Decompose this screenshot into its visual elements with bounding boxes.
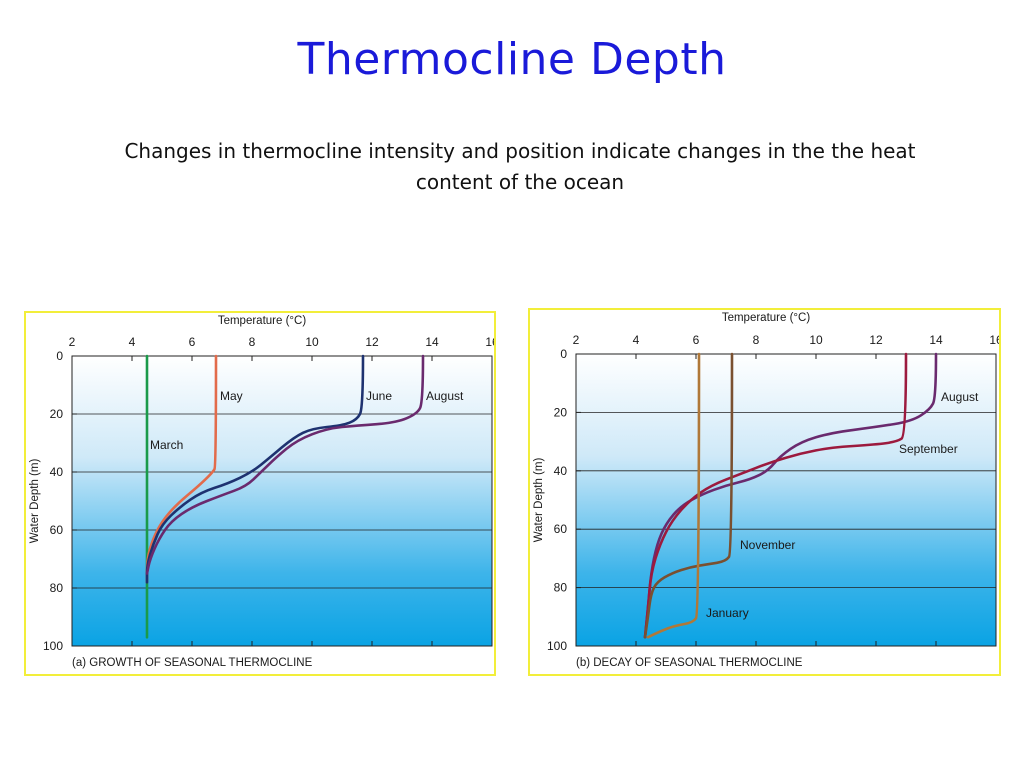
series-line-september xyxy=(643,352,908,639)
series-label-january: January xyxy=(706,606,749,620)
plot-area-water xyxy=(576,354,996,646)
y-tick-label-80: 80 xyxy=(554,581,568,595)
series-label-march: March xyxy=(150,438,183,452)
x-tick-label-4: 4 xyxy=(129,335,136,349)
series-label-august: August xyxy=(941,390,979,404)
y-tick-label-40: 40 xyxy=(554,464,568,478)
series-label-june: June xyxy=(366,389,392,403)
y-tick-label-80: 80 xyxy=(50,581,64,595)
y-tick-label-100: 100 xyxy=(547,639,567,653)
page-subtitle: Changes in thermocline intensity and pos… xyxy=(124,139,916,194)
chart-caption: (a) GROWTH OF SEASONAL THERMOCLINE xyxy=(72,657,313,669)
y-tick-label-60: 60 xyxy=(554,522,568,536)
y-tick-label-40: 40 xyxy=(50,465,64,479)
x-tick-label-14: 14 xyxy=(929,333,943,347)
x-tick-label-2: 2 xyxy=(573,333,580,347)
y-tick-label-0: 0 xyxy=(56,349,63,363)
x-tick-label-16: 16 xyxy=(485,335,494,349)
x-tick-label-4: 4 xyxy=(633,333,640,347)
plot-frame xyxy=(71,355,493,647)
x-tick-label-2: 2 xyxy=(69,335,76,349)
page-title: Thermocline Depth xyxy=(297,34,727,85)
series-line-january xyxy=(646,352,701,639)
x-tick-label-8: 8 xyxy=(249,335,256,349)
series-label-november: November xyxy=(740,538,795,552)
x-axis-title: Temperature (°C) xyxy=(722,312,810,324)
series-label-august: August xyxy=(426,389,464,403)
series-label-may: May xyxy=(220,389,243,403)
x-tick-label-10: 10 xyxy=(305,335,319,349)
chart-caption: (b) DECAY OF SEASONAL THERMOCLINE xyxy=(576,657,803,669)
y-tick-label-20: 20 xyxy=(50,407,64,421)
y-tick-label-20: 20 xyxy=(554,405,568,419)
y-tick-label-60: 60 xyxy=(50,523,64,537)
chart-growth-seasonal-thermocline: 2 4 6 8 10 12 14 16 0 20 40 60 80 100 Temperature (°C)… xyxy=(29,315,494,669)
series-line-november xyxy=(643,352,734,639)
chart-panel-decay: 2 4 6 8 10 12 14 16 0 20 40 60 80 100 Temperature (°C)… xyxy=(528,308,1001,676)
x-tick-label-12: 12 xyxy=(365,335,379,349)
x-tick-label-8: 8 xyxy=(753,333,760,347)
chart-decay-seasonal-thermocline: 2 4 6 8 10 12 14 16 0 20 40 60 80 100 Temperature (°C)… xyxy=(533,312,999,669)
y-axis-title: Water Depth (m) xyxy=(533,458,545,543)
x-tick-label-16: 16 xyxy=(989,333,999,347)
y-tick-label-0: 0 xyxy=(560,347,567,361)
x-tick-label-10: 10 xyxy=(809,333,823,347)
y-axis-title: Water Depth (m) xyxy=(29,459,41,544)
series-line-may xyxy=(145,354,218,584)
series-label-september: September xyxy=(899,442,958,456)
series-line-august xyxy=(643,352,938,639)
plot-frame xyxy=(575,353,997,647)
series-line-august xyxy=(145,354,425,575)
x-tick-label-6: 6 xyxy=(189,335,196,349)
x-tick-label-12: 12 xyxy=(869,333,883,347)
x-axis-title: Temperature (°C) xyxy=(218,315,306,327)
x-tick-label-14: 14 xyxy=(425,335,439,349)
y-tick-label-100: 100 xyxy=(43,639,63,653)
x-tick-label-6: 6 xyxy=(693,333,700,347)
series-line-june xyxy=(145,354,365,584)
chart-panel-growth: 2 4 6 8 10 12 14 16 0 20 40 60 80 100 Temperature (°C)… xyxy=(24,311,496,676)
